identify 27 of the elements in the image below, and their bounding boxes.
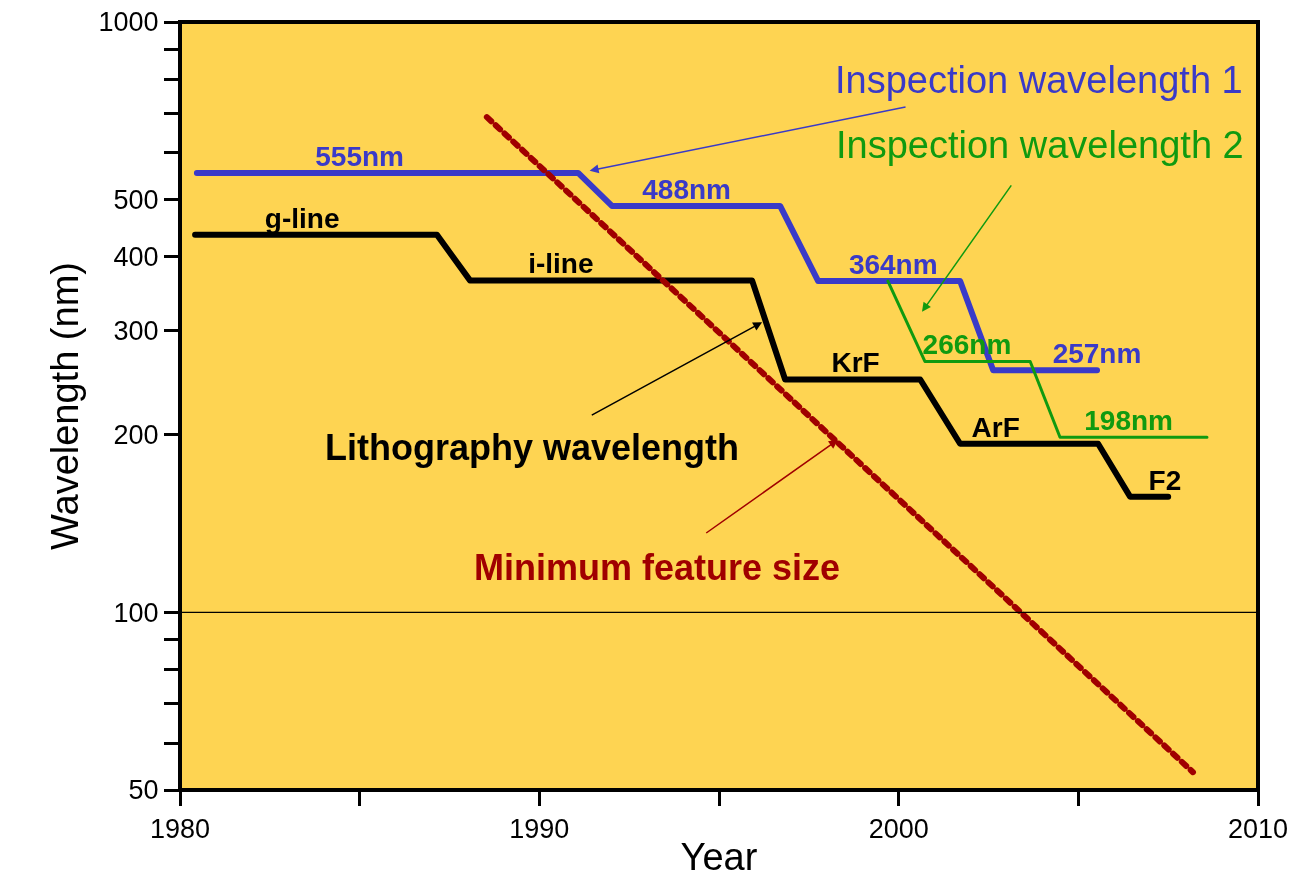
data-label: 488nm bbox=[642, 173, 732, 205]
data-label: 364nm bbox=[848, 249, 938, 281]
data-label: F2 bbox=[1148, 464, 1182, 496]
data-label: 555nm bbox=[315, 140, 405, 172]
y-tick-label: 1000 bbox=[98, 7, 159, 38]
data-label: ArF bbox=[971, 411, 1020, 443]
y-tick-label: 300 bbox=[113, 316, 159, 347]
x-axis-title: Year bbox=[680, 836, 758, 878]
y-tick-label: 200 bbox=[113, 420, 159, 451]
text: Minimum feature size bbox=[474, 547, 841, 588]
y-tick-label: 400 bbox=[113, 242, 159, 273]
x-tick-label: 2010 bbox=[1227, 814, 1289, 845]
y-tick-label: 500 bbox=[113, 185, 159, 216]
y-tick-label: 50 bbox=[128, 775, 159, 806]
series-label: Lithography wavelength bbox=[325, 427, 740, 468]
y-tick-label: 100 bbox=[113, 597, 159, 628]
y-axis-title: Wavelength (nm) bbox=[44, 262, 87, 550]
data-label: 257nm bbox=[1052, 338, 1142, 370]
x-tick-label: 1980 bbox=[149, 814, 211, 845]
data-label: g-line bbox=[264, 202, 340, 234]
x-tick-label: 1990 bbox=[509, 814, 570, 845]
x-tick-label: 2000 bbox=[868, 814, 929, 845]
data-label: KrF bbox=[831, 347, 880, 379]
data-label: 198nm bbox=[1084, 405, 1173, 437]
text: Inspection wavelength 2 bbox=[836, 124, 1244, 166]
data-label: i-line bbox=[528, 248, 594, 280]
text: Inspection wavelength 1 bbox=[835, 59, 1243, 101]
